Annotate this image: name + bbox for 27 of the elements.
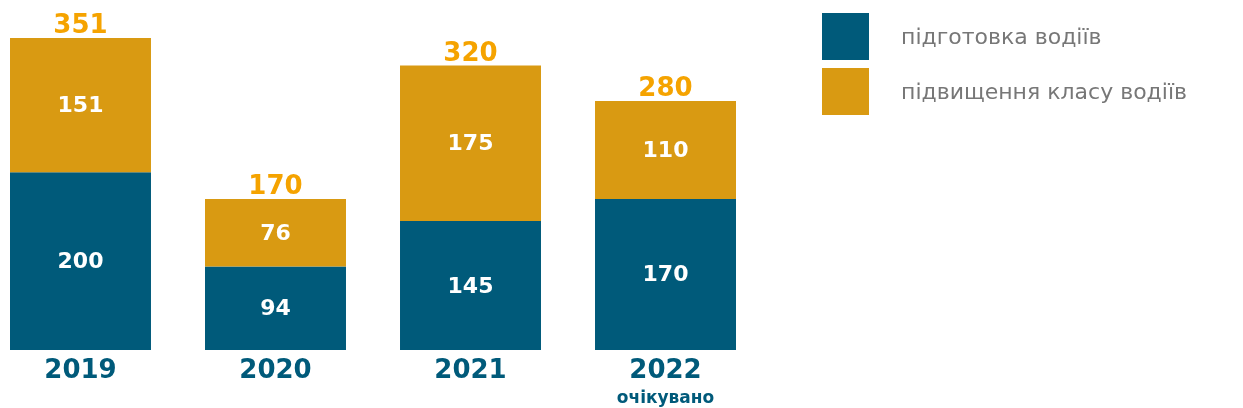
- x-tick-label: 2021: [434, 353, 507, 384]
- data-label: 94: [260, 295, 291, 321]
- data-label: 175: [447, 130, 494, 156]
- bar: [400, 221, 541, 350]
- bar: [205, 266, 346, 350]
- total-label: 170: [248, 169, 303, 200]
- bar: [205, 198, 346, 267]
- data-label: 200: [57, 248, 104, 274]
- legend-label: підвищення класу водіїв: [901, 78, 1187, 104]
- x-tick-label: 2022: [629, 353, 702, 384]
- data-label: 170: [642, 261, 689, 287]
- total-label: 351: [53, 9, 108, 39]
- bar: [400, 65, 541, 222]
- text: очікувано: [616, 387, 715, 407]
- legend-label: підготовка водіїв: [901, 23, 1102, 49]
- bar: [595, 101, 736, 199]
- total-label: 320: [443, 36, 498, 67]
- x-tick-label: 2019: [44, 353, 117, 384]
- data-label: 151: [57, 92, 104, 118]
- data-label: 76: [260, 219, 291, 245]
- total-label: 280: [638, 72, 693, 103]
- bar: [10, 172, 151, 350]
- bar: [595, 198, 736, 350]
- data-label: 110: [642, 137, 689, 162]
- data-label: 145: [447, 272, 494, 298]
- x-tick-label: 2020: [239, 353, 312, 384]
- bar: [10, 38, 151, 173]
